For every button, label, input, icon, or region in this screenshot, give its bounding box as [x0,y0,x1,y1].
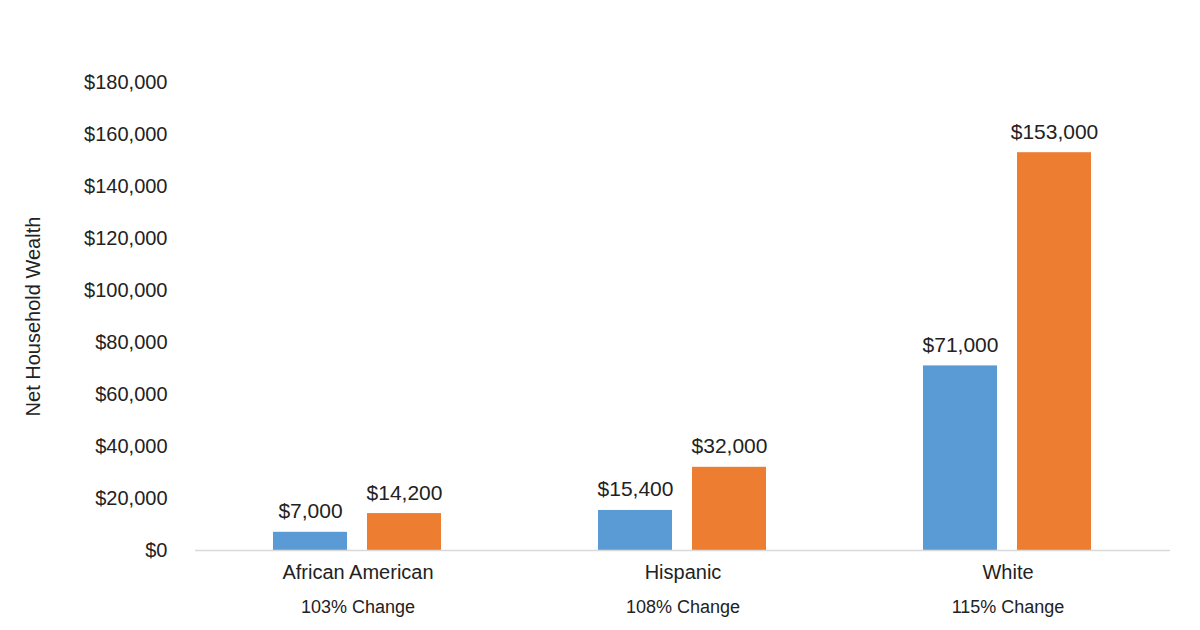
svg-text:$160,000: $160,000 [84,123,167,145]
svg-text:$7,000: $7,000 [278,499,342,522]
svg-text:$120,000: $120,000 [84,227,167,249]
svg-text:$0: $0 [145,539,167,561]
svg-text:108% Change: 108% Change [626,597,740,617]
svg-text:$40,000: $40,000 [95,435,167,457]
svg-text:$15,400: $15,400 [598,477,674,500]
svg-text:$80,000: $80,000 [95,331,167,353]
svg-text:$100,000: $100,000 [84,279,167,301]
svg-text:115% Change: 115% Change [952,597,1065,617]
svg-text:$180,000: $180,000 [84,71,167,93]
svg-text:$71,000: $71,000 [923,333,999,356]
svg-text:$60,000: $60,000 [95,383,167,405]
svg-text:White: White [982,561,1033,583]
svg-text:103% Change: 103% Change [301,597,415,617]
svg-text:African American: African American [282,561,433,583]
svg-text:$20,000: $20,000 [95,487,167,509]
svg-text:Hispanic: Hispanic [645,561,722,583]
svg-text:$140,000: $140,000 [84,175,167,197]
svg-text:$14,200: $14,200 [367,481,443,504]
svg-text:$32,000: $32,000 [692,434,768,457]
svg-text:$153,000: $153,000 [1011,120,1099,143]
svg-text:Net Household Wealth: Net Household Wealth [22,217,44,417]
